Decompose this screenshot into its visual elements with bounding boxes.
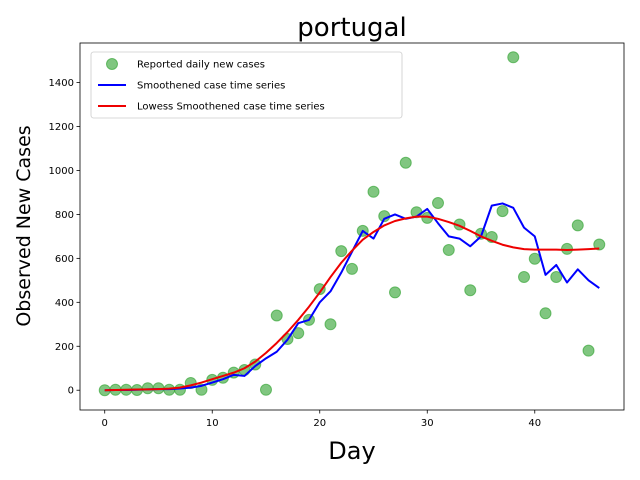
data-point [593,238,606,251]
data-point [432,196,445,209]
x-tick-label: 0 [102,418,108,429]
legend: Reported daily new cases Smoothened case … [90,51,403,119]
y-tick-label: 200 [55,342,74,353]
data-point [367,185,380,198]
data-point [464,284,477,297]
data-point [539,307,552,320]
y-tick-label: 400 [55,298,74,309]
y-tick-label: 0 [68,386,74,397]
legend-label-1: Smoothened case time series [137,81,285,92]
y-axis-label: Observed New Cases [13,125,35,326]
data-point [528,252,541,265]
axes-frame [79,42,625,411]
data-point [313,283,326,296]
data-point [346,262,358,275]
data-point [389,286,402,299]
data-point [582,344,595,357]
x-tick-label: 10 [206,418,219,429]
series-line-2 [104,215,600,392]
chart-title: portugal [297,13,406,43]
data-point [335,245,348,258]
y-tick-label: 1200 [49,122,74,133]
x-tick-label: 30 [421,418,434,429]
data-point [259,383,272,396]
data-point [399,156,412,169]
data-point [141,382,154,395]
x-tick-label: 40 [528,418,541,429]
data-point [324,318,337,331]
data-point [507,51,520,64]
data-point [518,271,531,284]
plot-area [98,51,606,397]
y-tick-label: 600 [55,254,74,265]
legend-label-2: Lowess Smoothened case time series [137,102,325,113]
x-axis-label: Day [328,437,375,465]
y-tick-label: 1000 [49,166,74,177]
data-point [496,205,509,218]
legend-marker-0 [106,58,118,70]
y-tick-label: 800 [55,210,74,221]
x-tick-label: 20 [313,418,326,429]
data-point [270,309,283,322]
legend-box [90,51,403,119]
legend-label-0: Reported daily new cases [137,60,265,71]
data-point [571,219,584,232]
y-tick-label: 1400 [49,78,74,89]
series-line-1 [104,202,600,392]
data-point [550,271,563,284]
data-point [442,244,455,257]
